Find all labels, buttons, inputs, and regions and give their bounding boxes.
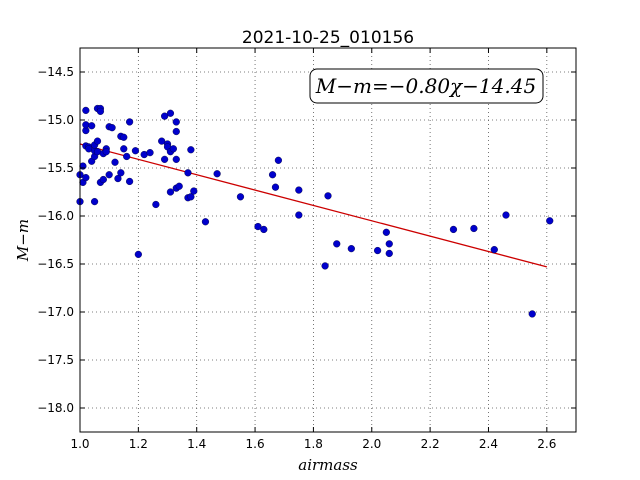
data-point [152, 200, 160, 209]
data-point [490, 246, 498, 254]
data-point [117, 169, 125, 177]
data-point [102, 148, 110, 156]
data-point [333, 240, 341, 248]
data-point [374, 246, 382, 255]
x-tick-label: 1.6 [246, 437, 265, 451]
data-point [114, 174, 122, 183]
y-tick-label: −14.5 [37, 65, 74, 79]
x-tick-label: 2.2 [421, 437, 440, 451]
data-point [146, 149, 154, 157]
x-tick-label: 2.0 [362, 437, 381, 451]
data-point [260, 225, 268, 234]
axis-ticks: 1.0 1.2 1.4 1.6 1.8 2.0 2.2 2.4 2.6 −14.5 −15.0 −15… [37, 48, 576, 451]
data-point [175, 182, 183, 190]
data-points [76, 104, 554, 318]
data-point [187, 146, 195, 154]
data-point [190, 187, 198, 195]
data-point [201, 218, 210, 226]
fit-annotation: M−m=−0.80χ−14.45 [309, 68, 544, 104]
data-point [166, 188, 175, 196]
data-point [166, 109, 175, 117]
y-tick-label: −16.5 [37, 257, 74, 271]
fit-line-layer [79, 143, 547, 268]
data-point [90, 198, 99, 206]
data-point [161, 155, 169, 163]
data-point [96, 107, 105, 115]
data-point [123, 152, 131, 161]
annotation-box [309, 68, 544, 104]
data-point [470, 224, 478, 233]
x-tick-label: 2.6 [537, 437, 556, 451]
y-axis-label: M−m [14, 219, 32, 262]
data-point [213, 170, 221, 178]
data-point [108, 124, 116, 132]
y-tick-label: −15.5 [37, 161, 74, 175]
data-point [236, 193, 245, 201]
data-point [268, 171, 277, 179]
data-point [184, 169, 192, 177]
data-point [295, 211, 303, 219]
y-tick-label: −17.5 [37, 353, 74, 367]
data-point [134, 250, 142, 259]
data-point [172, 155, 180, 163]
x-tick-label: 1.4 [187, 437, 206, 451]
y-tick-label: −15.0 [37, 113, 74, 127]
data-point [385, 249, 393, 258]
x-tick-label: 1.2 [129, 437, 148, 451]
data-point [274, 156, 283, 164]
chart-title: 2021-10-25_010156 [242, 28, 414, 48]
data-point [347, 245, 355, 253]
data-point [120, 133, 128, 141]
data-point [187, 193, 195, 201]
x-tick-label: 1.8 [304, 437, 323, 451]
data-point [105, 171, 113, 179]
data-point [321, 262, 329, 270]
data-point [82, 174, 90, 182]
data-point [172, 118, 180, 126]
data-point [295, 186, 303, 194]
data-point [99, 175, 107, 184]
x-tick-label: 2.4 [479, 437, 498, 451]
data-point [502, 211, 510, 219]
data-point [158, 137, 166, 145]
data-point [126, 177, 134, 186]
plot-frame [79, 47, 577, 433]
data-point [528, 310, 536, 318]
x-axis-label: airmass [298, 456, 358, 474]
data-point [131, 147, 140, 155]
data-point [385, 240, 393, 248]
data-point [382, 228, 390, 236]
data-point [120, 145, 128, 153]
x-tick-label: 1.0 [70, 437, 89, 451]
data-point [111, 158, 119, 166]
data-point [546, 217, 554, 225]
data-point [172, 127, 180, 136]
fit-line [79, 143, 547, 268]
data-point [126, 118, 134, 126]
y-tick-label: −17.0 [37, 305, 74, 319]
data-point [82, 106, 90, 115]
data-point [324, 192, 332, 200]
y-tick-label: −18.0 [37, 401, 74, 415]
data-point [161, 112, 169, 120]
y-tick-label: −16.0 [37, 209, 74, 223]
data-point [93, 137, 102, 145]
data-point [271, 183, 280, 191]
data-point [169, 145, 177, 153]
fit-equation: M−m=−0.80χ−14.45 [315, 74, 536, 98]
data-point [88, 122, 96, 130]
data-point [449, 225, 458, 234]
data-point [254, 222, 262, 231]
